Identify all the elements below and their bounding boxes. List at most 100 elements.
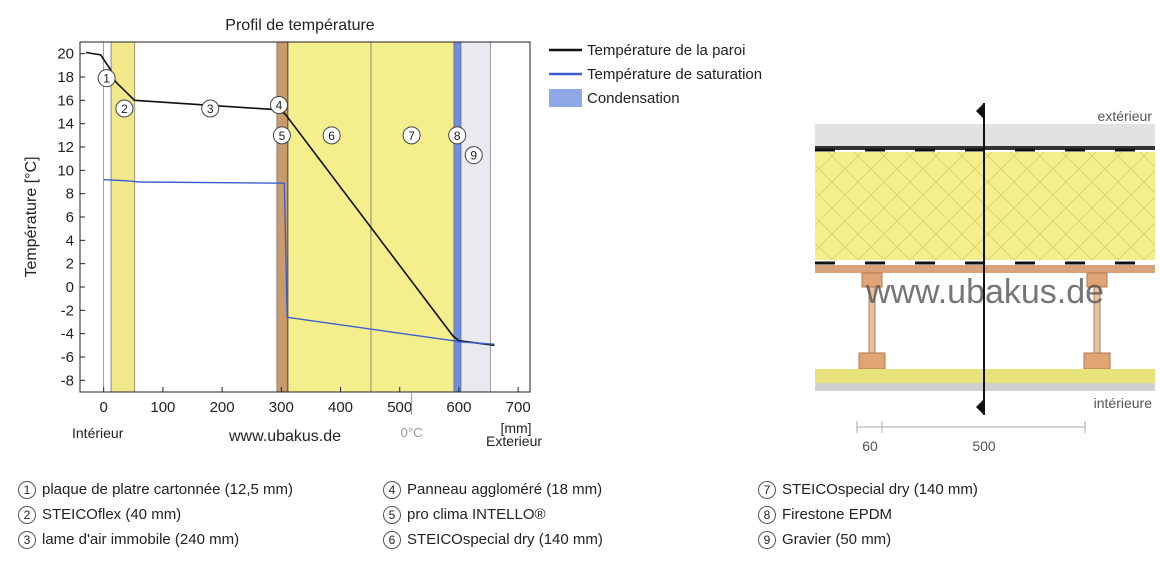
- section-view: extérieur intérieure www.ubakus.de 60 50…: [815, 103, 1155, 454]
- y-tick-label-7: 6: [66, 209, 74, 226]
- y-axis-label: Température [°C]: [23, 156, 40, 277]
- layer-legend-label-2: STEICOflex (40 mm): [42, 506, 182, 523]
- section-cut-arrow-top-icon: [976, 103, 984, 119]
- layer-band-1: [103, 42, 112, 392]
- layer-marker-circle-4: [269, 96, 288, 114]
- x-axis-ticks: 0 100 200 300 400 500 600 700: [100, 387, 531, 416]
- layer-band-3: [134, 42, 278, 392]
- layer-marker-label-4: 4: [276, 99, 283, 113]
- layer-legend-number-6: 6: [383, 531, 401, 550]
- layer-legend-number-4: 4: [383, 481, 401, 500]
- section-dimension-right: 500: [972, 438, 996, 454]
- section-block-left: [858, 352, 886, 370]
- section-interior-label: intérieure: [1094, 395, 1153, 411]
- y-tick-label-2: 16: [57, 92, 74, 109]
- layer-legend-label-7: STEICOspecial dry (140 mm): [782, 481, 978, 498]
- y-tick-label-1: 18: [57, 69, 74, 86]
- layer-band-2: [110, 42, 136, 392]
- layer-marker-label-9: 9: [470, 149, 477, 163]
- zero-celsius-marker: 0°C: [401, 392, 423, 440]
- layer-markers: 1 2 3 4 5 6 7 89: [97, 69, 483, 165]
- y-tick-label-8: 4: [66, 232, 74, 249]
- layer-legend-item-7: 7 STEICOspecial dry (140 mm): [758, 478, 978, 502]
- layer-band-6: [287, 42, 372, 392]
- layer-legend-number-9: 9: [758, 531, 776, 550]
- x-tick-label-0: 0: [100, 399, 108, 416]
- layer-legend-item-9: 9 Gravier (50 mm): [758, 528, 891, 552]
- layer-marker-circle-7: [402, 126, 421, 145]
- layer-marker-circle-9: [464, 146, 483, 165]
- layer-legend-label-3: lame d'air immobile (240 mm): [42, 531, 240, 548]
- layer-legend-number-5: 5: [383, 506, 401, 525]
- layer-marker-circle-3: [201, 99, 220, 118]
- layer-marker-circle-2: [115, 99, 134, 118]
- zero-celsius-label: 0°C: [401, 425, 423, 440]
- y-tick-label-13: -6: [61, 349, 74, 366]
- interior-label: Intérieur: [72, 425, 124, 441]
- layer-band-4: [276, 42, 288, 392]
- layer-legend-number-1: 1: [18, 481, 36, 500]
- section-cut-arrow-bottom-icon: [976, 399, 984, 415]
- layer-legend-number-2: 2: [18, 506, 36, 525]
- y-tick-label-10: 0: [66, 279, 74, 296]
- layer-legend-label-4: Panneau aggloméré (18 mm): [407, 481, 603, 498]
- y-tick-label-6: 8: [66, 186, 74, 203]
- layer-marker-label-1: 1: [103, 72, 110, 86]
- layer-legend-item-4: 4 Panneau aggloméré (18 mm): [383, 478, 602, 502]
- exterior-label: Exterieur: [486, 433, 542, 449]
- x-tick-label-6: 600: [446, 399, 471, 416]
- layer-marker-circle-1: [97, 69, 116, 88]
- layer-marker-circle-6: [322, 126, 341, 145]
- y-tick-label-11: -2: [61, 302, 74, 319]
- x-axis-label: [mm]: [500, 420, 531, 436]
- y-tick-label-9: 2: [66, 256, 74, 273]
- y-tick-label-5: 10: [57, 162, 74, 179]
- layer-legend-item-6: 6 STEICOspecial dry (140 mm): [383, 528, 603, 552]
- layer-marker-label-5: 5: [279, 129, 286, 143]
- layer-legend-number-3: 3: [18, 531, 36, 550]
- chart-legend: Température de la paroi Température de sa…: [549, 42, 762, 107]
- saturation-temperature-line: [103, 179, 495, 345]
- y-tick-label-0: 20: [57, 46, 74, 63]
- layer-legend-item-8: 8 Firestone EPDM: [758, 503, 892, 527]
- legend-label-1: Température de saturation: [587, 66, 762, 83]
- layer-band-9: [460, 42, 491, 392]
- layer-legend-number-7: 7: [758, 481, 776, 500]
- layer-legend-item-5: 5 pro clima INTELLO®: [383, 503, 546, 527]
- y-tick-label-12: -4: [61, 326, 74, 343]
- layer-legend-number-8: 8: [758, 506, 776, 525]
- layer-legend-item-2: 2 STEICOflex (40 mm): [18, 503, 181, 527]
- layer-legend-label-1: plaque de platre cartonnée (12,5 mm): [42, 481, 293, 498]
- x-tick-label-4: 400: [328, 399, 353, 416]
- chart-title: Profil de température: [225, 17, 375, 34]
- layer-marker-label-8: 8: [454, 129, 461, 143]
- layer-legend: 1 plaque de platre cartonnée (12,5 mm) 2 ST…: [18, 478, 1138, 558]
- y-tick-label-3: 14: [57, 116, 74, 133]
- x-tick-label-1: 100: [150, 399, 175, 416]
- layer-marker-label-3: 3: [207, 102, 214, 116]
- section-block-right: [1083, 352, 1111, 370]
- chart-watermark: www.ubakus.de: [228, 428, 341, 445]
- layer-legend-label-9: Gravier (50 mm): [782, 531, 892, 548]
- y-tick-label-14: -8: [61, 372, 74, 389]
- legend-label-0: Température de la paroi: [587, 42, 745, 59]
- section-exterior-label: extérieur: [1098, 108, 1153, 124]
- layer-legend-label-6: STEICOspecial dry (140 mm): [407, 531, 603, 548]
- layer-legend-item-3: 3 lame d'air immobile (240 mm): [18, 528, 239, 552]
- layer-marker-label-7: 7: [408, 129, 415, 143]
- layer-legend-label-8: Firestone EPDM: [782, 506, 893, 523]
- x-tick-label-3: 300: [269, 399, 294, 416]
- layer-band-7: [370, 42, 455, 392]
- x-tick-label-7: 700: [506, 399, 531, 416]
- layer-legend-item-1: 1 plaque de platre cartonnée (12,5 mm): [18, 478, 293, 502]
- layer-marker-label-2: 2: [121, 102, 128, 116]
- y-tick-label-4: 12: [57, 139, 74, 156]
- layer-marker-circle-5: [272, 126, 291, 145]
- section-dimension-left: 60: [862, 438, 878, 454]
- layer-marker-label-6: 6: [328, 129, 335, 143]
- layer-marker-circle-8: [448, 126, 467, 145]
- legend-swatch-2: [549, 89, 582, 107]
- legend-label-2: Condensation: [587, 90, 680, 107]
